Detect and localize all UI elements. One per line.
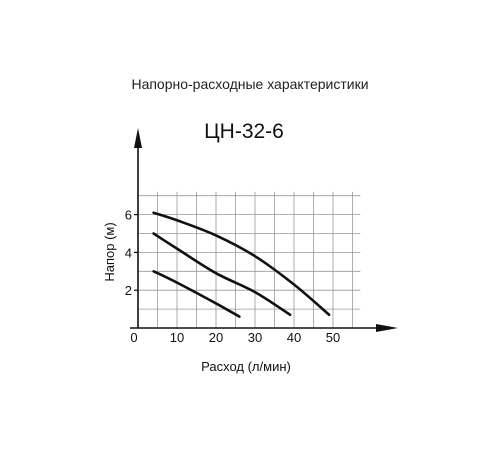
- chart-ticks: 0 10 20 30 40 50 2 4 6: [125, 208, 340, 345]
- y-axis-label: Напор (м): [102, 222, 117, 281]
- y-axis-arrow-icon: [134, 128, 142, 148]
- y-tick-label-0: 2: [125, 283, 132, 298]
- series-curve-0: [152, 211, 331, 317]
- x-tick-label-3: 30: [248, 330, 262, 345]
- x-tick-label-5: 50: [326, 330, 340, 345]
- series-curve-1: [152, 232, 292, 317]
- x-tick-label-2: 20: [209, 330, 223, 345]
- y-tick-label-2: 6: [125, 208, 132, 223]
- x-tick-label-4: 40: [287, 330, 301, 345]
- page-heading: Напорно-расходные характеристики: [131, 76, 369, 92]
- chart-series: [152, 211, 331, 318]
- series-curve-2: [152, 270, 241, 318]
- chart-axes: [130, 128, 398, 332]
- x-axis-arrow-icon: [376, 324, 398, 332]
- x-axis-label: Расход (л/мин): [201, 359, 291, 374]
- x-tick-label-0: 0: [130, 330, 137, 345]
- chart-title: ЦН-32-6: [204, 120, 284, 143]
- x-tick-label-1: 10: [170, 330, 184, 345]
- chart-grid: [138, 191, 361, 328]
- y-tick-label-1: 4: [125, 245, 132, 260]
